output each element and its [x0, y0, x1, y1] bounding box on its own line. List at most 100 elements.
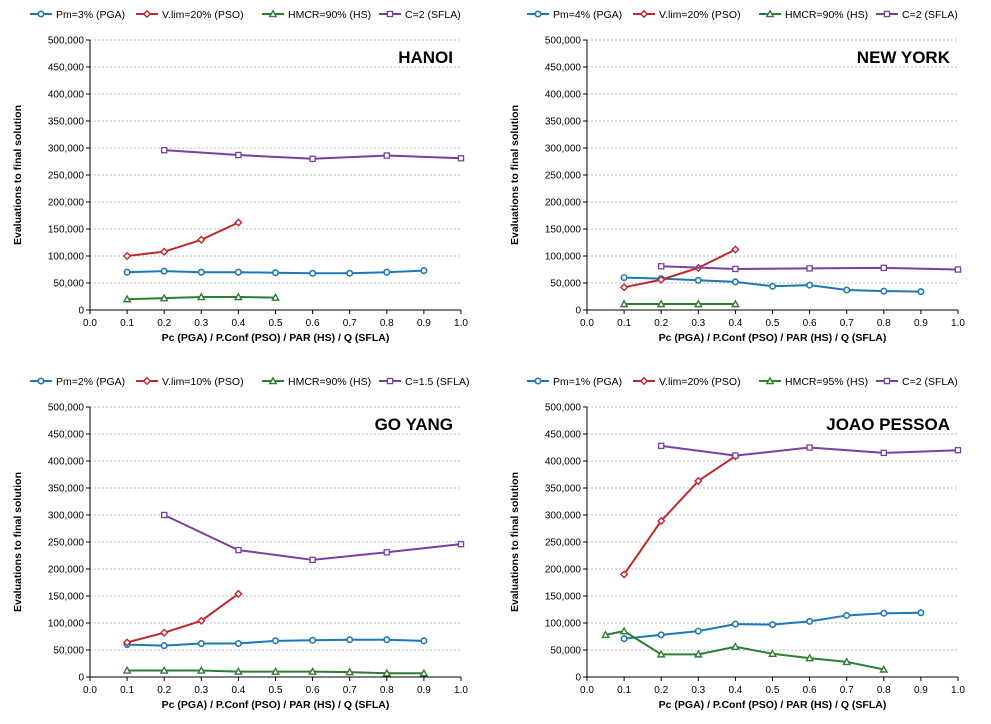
data-point — [656, 299, 666, 308]
data-point — [880, 264, 888, 272]
data-point — [122, 251, 132, 261]
data-point — [197, 235, 206, 244]
legend-marker — [883, 10, 891, 18]
x-axis-label: Pc (PGA) / P.Conf (PSO) / PAR (HS) / Q (… — [659, 699, 887, 711]
data-point — [309, 155, 316, 163]
legend-label: C=2 (SFLA) — [405, 9, 461, 21]
data-point — [656, 649, 666, 658]
x-tick-label: 0.0 — [580, 318, 594, 329]
chart-panel: 0 50,000 100,000 150,000 200,000 250,000 300,0… — [12, 9, 468, 344]
data-point — [619, 626, 629, 635]
y-tick-label: 400,000 — [48, 457, 85, 468]
x-tick-label: 0.7 — [840, 318, 854, 329]
y-tick-label: 200,000 — [545, 198, 582, 209]
y-tick-label: 50,000 — [550, 279, 581, 290]
data-point — [197, 616, 206, 626]
y-tick-label: 100,000 — [48, 619, 85, 630]
data-point — [731, 278, 739, 286]
data-point — [382, 668, 392, 677]
data-point — [383, 268, 391, 276]
y-tick-label: 500,000 — [48, 403, 85, 414]
y-tick-label: 400,000 — [48, 90, 85, 101]
legend-label: C=2 (SFLA) — [902, 9, 958, 21]
data-point — [419, 668, 429, 677]
legend-marker — [37, 10, 45, 18]
legend-marker — [142, 376, 152, 386]
legend-label: V.lim=20% (PSO) — [659, 376, 741, 388]
legend-marker — [639, 9, 649, 19]
x-tick-label: 0.6 — [803, 318, 817, 329]
chart-title: HANOI — [398, 48, 453, 67]
series-triangle — [122, 665, 429, 677]
series-diamond — [122, 589, 243, 647]
y-tick-label: 150,000 — [545, 225, 582, 236]
data-point — [768, 649, 777, 658]
data-point — [346, 636, 354, 644]
y-tick-label: 400,000 — [545, 90, 582, 101]
series-line — [623, 248, 736, 289]
data-point — [123, 268, 131, 276]
x-tick-label: 0.0 — [83, 318, 97, 329]
legend-marker — [534, 10, 542, 18]
data-point — [309, 556, 316, 564]
y-tick-label: 250,000 — [48, 171, 85, 182]
y-axis-label: Evaluations to final solution — [509, 105, 521, 245]
data-point — [657, 516, 666, 526]
y-tick-label: 0 — [575, 673, 581, 684]
x-tick-label: 0.9 — [417, 318, 431, 329]
data-point — [234, 268, 242, 276]
chart-title: GO YANG — [375, 415, 453, 434]
y-tick-label: 50,000 — [53, 279, 84, 290]
data-point — [420, 637, 428, 645]
series-circle — [123, 636, 428, 650]
y-tick-label: 450,000 — [545, 63, 582, 74]
x-tick-label: 0.1 — [120, 318, 134, 329]
data-point — [234, 218, 243, 227]
data-point — [160, 511, 168, 519]
data-point — [420, 267, 428, 275]
data-point — [768, 282, 777, 290]
y-axis-label: Evaluations to final solution — [509, 472, 521, 612]
data-point — [271, 637, 280, 645]
legend-marker — [268, 376, 278, 385]
data-point — [694, 627, 702, 635]
legend-marker — [386, 10, 394, 18]
x-tick-label: 0.2 — [157, 685, 171, 696]
data-point — [917, 609, 925, 617]
data-point — [693, 299, 703, 308]
y-tick-label: 100,000 — [545, 252, 582, 263]
y-tick-label: 150,000 — [545, 592, 582, 603]
data-point — [806, 265, 813, 272]
x-tick-label: 0.7 — [840, 685, 854, 696]
series-circle — [123, 267, 428, 277]
data-point — [122, 665, 132, 674]
y-tick-label: 150,000 — [48, 592, 85, 603]
series-square — [657, 442, 962, 459]
data-point — [657, 631, 665, 639]
x-tick-label: 0.6 — [306, 685, 320, 696]
y-tick-label: 150,000 — [48, 225, 85, 236]
legend-label: HMCR=90% (HS) — [288, 376, 371, 388]
chart-panel: 0 50,000 100,000 150,000 200,000 250,000 300,0… — [509, 376, 965, 711]
x-tick-label: 0.1 — [617, 685, 631, 696]
x-tick-label: 0.9 — [914, 318, 928, 329]
data-point — [160, 247, 169, 256]
y-tick-label: 250,000 — [545, 538, 582, 549]
series-circle — [620, 609, 925, 643]
data-point — [457, 540, 465, 548]
x-axis-label: Pc (PGA) / P.Conf (PSO) / PAR (HS) / Q (… — [162, 699, 390, 711]
legend-label: HMCR=90% (HS) — [785, 9, 868, 21]
data-point — [694, 276, 702, 284]
y-tick-label: 200,000 — [48, 198, 85, 209]
data-point — [159, 293, 169, 302]
x-tick-label: 1.0 — [951, 685, 965, 696]
x-tick-label: 0.8 — [877, 685, 891, 696]
data-point — [880, 449, 888, 457]
y-tick-label: 350,000 — [48, 484, 85, 495]
x-tick-label: 0.4 — [728, 318, 742, 329]
x-tick-label: 0.5 — [269, 685, 283, 696]
x-tick-label: 0.4 — [231, 318, 245, 329]
x-tick-label: 0.7 — [343, 318, 357, 329]
data-point — [693, 649, 703, 658]
data-point — [694, 476, 703, 486]
